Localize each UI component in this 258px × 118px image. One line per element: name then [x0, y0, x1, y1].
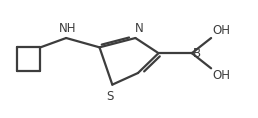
Text: OH: OH: [212, 24, 230, 37]
Text: N: N: [135, 22, 144, 35]
Text: B: B: [193, 47, 201, 60]
Text: OH: OH: [212, 69, 230, 82]
Text: NH: NH: [59, 22, 76, 35]
Text: S: S: [106, 90, 114, 103]
